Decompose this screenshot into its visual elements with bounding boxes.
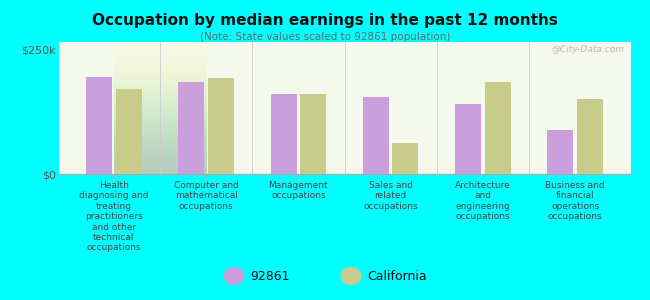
Ellipse shape <box>224 268 244 284</box>
Ellipse shape <box>341 268 361 284</box>
Bar <box>300 94 326 174</box>
Text: Occupation by median earnings in the past 12 months: Occupation by median earnings in the pas… <box>92 14 558 28</box>
Bar <box>393 143 419 174</box>
Bar <box>208 78 234 174</box>
Bar <box>179 82 204 174</box>
Text: 92861: 92861 <box>250 269 290 283</box>
Bar <box>547 130 573 174</box>
Text: @City-Data.com: @City-Data.com <box>552 45 625 54</box>
Bar <box>270 94 296 174</box>
Bar <box>485 82 510 174</box>
Bar <box>116 89 142 174</box>
Text: (Note: State values scaled to 92861 population): (Note: State values scaled to 92861 popu… <box>200 32 450 41</box>
Bar <box>455 104 481 174</box>
Bar <box>577 99 603 174</box>
Bar <box>363 97 389 174</box>
Text: California: California <box>367 269 427 283</box>
Bar <box>86 77 112 174</box>
